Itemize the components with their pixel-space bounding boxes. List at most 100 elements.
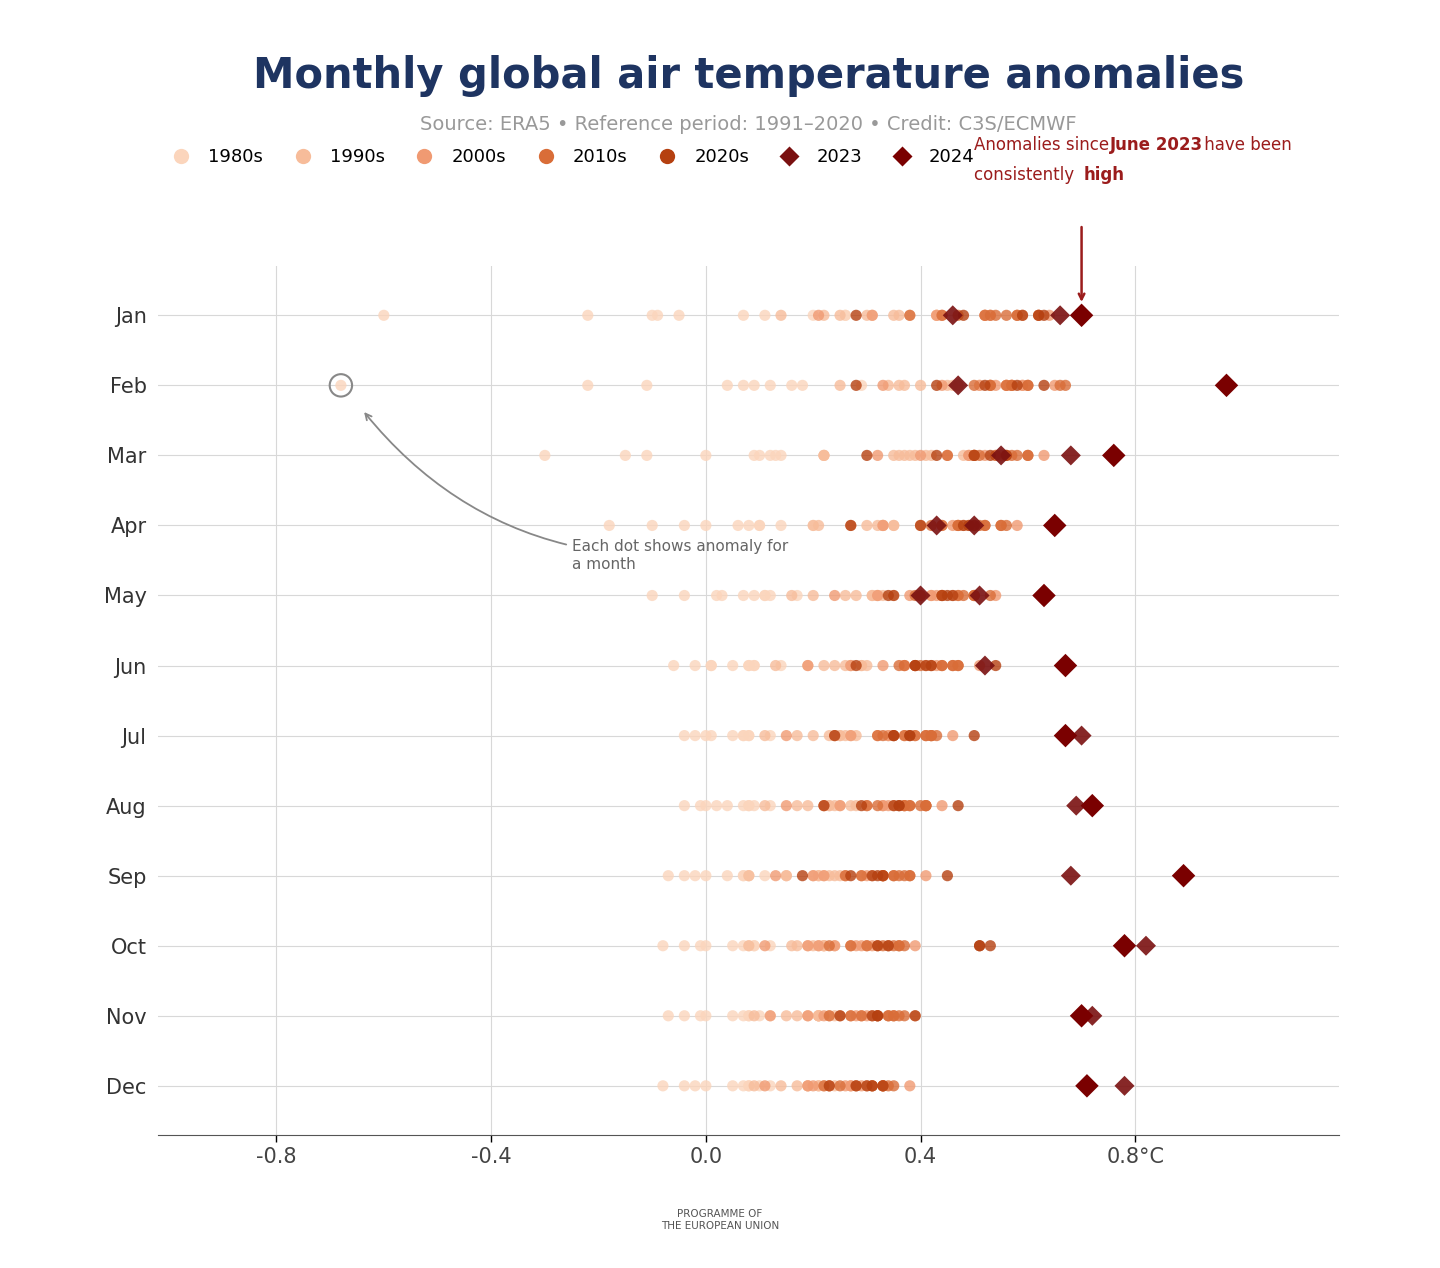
Point (871, 1075, 894, 1096)
Point (995, 445, 1018, 465)
Point (727, 515, 750, 535)
Point (662, 656, 685, 676)
Point (946, 586, 969, 606)
Point (855, 445, 878, 465)
Point (984, 656, 1007, 676)
Point (737, 936, 760, 956)
Point (759, 445, 782, 465)
Point (796, 656, 819, 676)
Point (786, 1006, 809, 1026)
Point (1017, 375, 1040, 396)
Point (576, 306, 599, 326)
Point (930, 656, 953, 676)
Point (1102, 445, 1125, 465)
Point (942, 375, 965, 396)
Point (1081, 1006, 1104, 1026)
Point (1060, 445, 1083, 465)
Point (747, 1075, 770, 1096)
Point (877, 586, 900, 606)
Point (834, 725, 857, 746)
Point (1054, 725, 1077, 746)
Point (877, 936, 900, 956)
Point (904, 656, 927, 676)
Point (812, 936, 835, 956)
Point (909, 445, 932, 465)
Point (893, 725, 916, 746)
Point (883, 1075, 906, 1096)
Point (942, 586, 965, 606)
Point (893, 1006, 916, 1026)
Point (737, 795, 760, 815)
Point (737, 866, 760, 886)
Point (871, 795, 894, 815)
Point (806, 1006, 829, 1026)
Point (786, 725, 809, 746)
Point (818, 866, 841, 886)
Point (716, 866, 739, 886)
Point (840, 795, 863, 815)
Point (759, 586, 782, 606)
Point (946, 515, 969, 535)
Point (855, 306, 878, 326)
Point (732, 936, 755, 956)
Point (989, 445, 1012, 465)
Point (806, 1006, 829, 1026)
Point (775, 725, 798, 746)
Point (834, 866, 857, 886)
Point (883, 306, 906, 326)
Point (914, 795, 937, 815)
Point (828, 1075, 851, 1096)
Point (775, 1006, 798, 1026)
Point (737, 725, 760, 746)
Point (1032, 375, 1056, 396)
Point (672, 515, 696, 535)
Point (840, 1006, 863, 1026)
Point (1027, 306, 1050, 326)
Point (759, 725, 782, 746)
Text: consistently: consistently (975, 166, 1080, 184)
Point (989, 445, 1012, 465)
Point (963, 515, 986, 535)
Point (963, 586, 986, 606)
Point (855, 1075, 878, 1096)
Point (942, 725, 965, 746)
Point (700, 725, 723, 746)
Point (1113, 936, 1136, 956)
Point (877, 1075, 900, 1096)
Point (883, 586, 906, 606)
Point (576, 375, 599, 396)
Point (806, 866, 829, 886)
Point (963, 445, 986, 465)
Point (871, 1075, 894, 1096)
Point (824, 725, 847, 746)
Point (721, 656, 744, 676)
Point (893, 795, 916, 815)
Point (688, 795, 711, 815)
Point (930, 795, 953, 815)
Point (973, 515, 996, 535)
Point (802, 936, 825, 956)
Point (877, 375, 900, 396)
Point (946, 306, 969, 326)
Point (855, 866, 878, 886)
Point (1054, 656, 1077, 676)
Point (743, 936, 766, 956)
Point (1048, 306, 1071, 326)
Point (668, 306, 691, 326)
Point (871, 515, 894, 535)
Point (865, 445, 888, 465)
Point (899, 866, 922, 886)
Point (802, 866, 825, 886)
Point (737, 1075, 760, 1096)
Point (732, 866, 755, 886)
Point (850, 1006, 873, 1026)
Point (920, 656, 943, 676)
Point (791, 375, 814, 396)
Point (861, 866, 884, 886)
Point (952, 586, 975, 606)
Point (700, 656, 723, 676)
Point (920, 725, 943, 746)
Point (893, 795, 916, 815)
Point (958, 515, 981, 535)
Point (1076, 1075, 1099, 1096)
